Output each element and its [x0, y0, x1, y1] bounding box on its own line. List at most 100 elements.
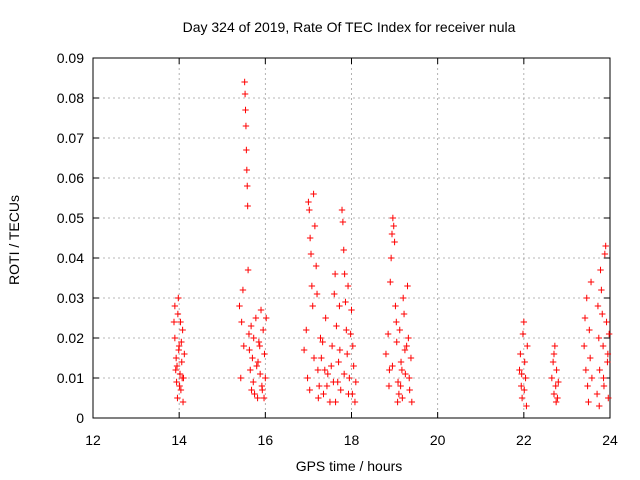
roti-data-point: [300, 346, 308, 354]
roti-data-point: [588, 374, 596, 382]
roti-data-point: [402, 370, 409, 378]
roti-data-point: [242, 122, 250, 130]
roti-data-point: [178, 358, 185, 366]
roti-data-point: [397, 382, 404, 390]
roti-data-point: [256, 342, 263, 350]
roti-data-point: [395, 390, 403, 398]
roti-data-point: [328, 362, 335, 370]
roti-data-point: [384, 330, 392, 338]
roti-data-point: [171, 302, 179, 310]
roti-data-point: [242, 106, 249, 114]
roti-data-point: [397, 358, 405, 366]
roti-data-point: [326, 398, 334, 406]
roti-data-point: [175, 346, 182, 354]
roti-data-point: [388, 230, 396, 238]
roti-data-point: [350, 362, 357, 370]
x-tick-label: 14: [171, 432, 187, 448]
roti-data-point: [176, 370, 184, 378]
y-tick-label: 0.08: [57, 90, 84, 106]
roti-data-point: [604, 350, 612, 358]
roti-data-point: [251, 390, 258, 398]
roti-data-point: [583, 294, 590, 302]
roti-data-point: [322, 314, 329, 322]
roti-data-point: [599, 310, 606, 318]
roti-data-point: [175, 294, 182, 302]
roti-data-point: [260, 394, 268, 402]
roti-data-point: [172, 354, 180, 362]
y-tick-label: 0.02: [57, 330, 84, 346]
roti-data-point: [595, 334, 602, 342]
roti-data-point: [331, 270, 339, 278]
roti-data-point: [306, 386, 313, 394]
roti-data-point: [343, 350, 351, 358]
x-tick-label: 12: [85, 432, 101, 448]
roti-data-point: [310, 190, 317, 198]
roti-data-point: [324, 370, 332, 378]
roti-data-point: [518, 394, 526, 402]
roti-data-point: [238, 318, 245, 326]
roti-data-point: [338, 206, 346, 214]
roti-data-point: [521, 358, 528, 366]
roti-data-point: [312, 262, 320, 270]
roti-data-point: [240, 342, 247, 350]
roti-data-point: [586, 354, 594, 362]
roti-data-point: [603, 318, 610, 326]
x-tick-label: 18: [344, 432, 360, 448]
roti-data-point: [581, 314, 589, 322]
roti-data-point: [172, 366, 179, 374]
roti-data-point: [550, 390, 558, 398]
roti-data-point: [259, 326, 267, 334]
roti-data-point: [250, 334, 257, 342]
roti-data-point: [179, 398, 187, 406]
roti-data-point: [244, 182, 251, 190]
y-tick-label: 0.07: [57, 130, 84, 146]
roti-data-point: [241, 90, 249, 98]
roti-data-point: [246, 346, 253, 354]
roti-data-point: [247, 366, 254, 374]
roti-data-point: [305, 198, 312, 206]
roti-data-point: [382, 350, 390, 358]
roti-data-point: [314, 366, 322, 374]
roti-data-point: [176, 382, 183, 390]
roti-data-point: [323, 382, 331, 390]
roti-data-point: [337, 386, 344, 394]
roti-data-point: [406, 386, 413, 394]
roti-data-point: [333, 322, 340, 330]
roti-data-point: [386, 366, 393, 374]
roti-data-point: [262, 314, 270, 322]
roti-data-point: [244, 266, 252, 274]
roti-data-point: [252, 314, 260, 322]
roti-data-point: [600, 382, 608, 390]
roti-data-point: [348, 306, 355, 314]
roti-data-point: [521, 386, 528, 394]
roti-data-point: [387, 278, 394, 286]
roti-data-point: [401, 346, 409, 354]
roti-data-point: [248, 386, 255, 394]
roti-data-point: [346, 374, 353, 382]
roti-data-point: [340, 370, 348, 378]
roti-data-point: [396, 326, 403, 334]
roti-data-point: [308, 282, 316, 290]
y-tick-label: 0.05: [57, 210, 84, 226]
roti-data-point: [261, 350, 268, 358]
roti-data-point: [602, 242, 609, 250]
roti-data-point: [399, 394, 406, 402]
roti-data-point: [173, 378, 180, 386]
roti-data-point: [306, 206, 313, 214]
roti-data-point: [313, 290, 321, 298]
roti-data-point: [244, 202, 251, 210]
roti-data-point: [336, 346, 344, 354]
roti-data-point: [552, 398, 560, 406]
roti-data-point: [605, 394, 612, 402]
roti-data-point: [317, 334, 324, 342]
roti-data-point: [407, 354, 415, 362]
chart-title: Day 324 of 2019, Rate Of TEC Index for r…: [183, 19, 516, 35]
roti-data-point: [336, 302, 343, 310]
roti-data-point: [245, 330, 253, 338]
y-tick-label: 0.01: [57, 370, 84, 386]
roti-data-point: [256, 370, 264, 378]
x-tick-label: 22: [516, 432, 532, 448]
roti-data-point: [597, 266, 604, 274]
y-tick-label: 0.09: [57, 50, 84, 66]
roti-data-point: [520, 318, 528, 326]
